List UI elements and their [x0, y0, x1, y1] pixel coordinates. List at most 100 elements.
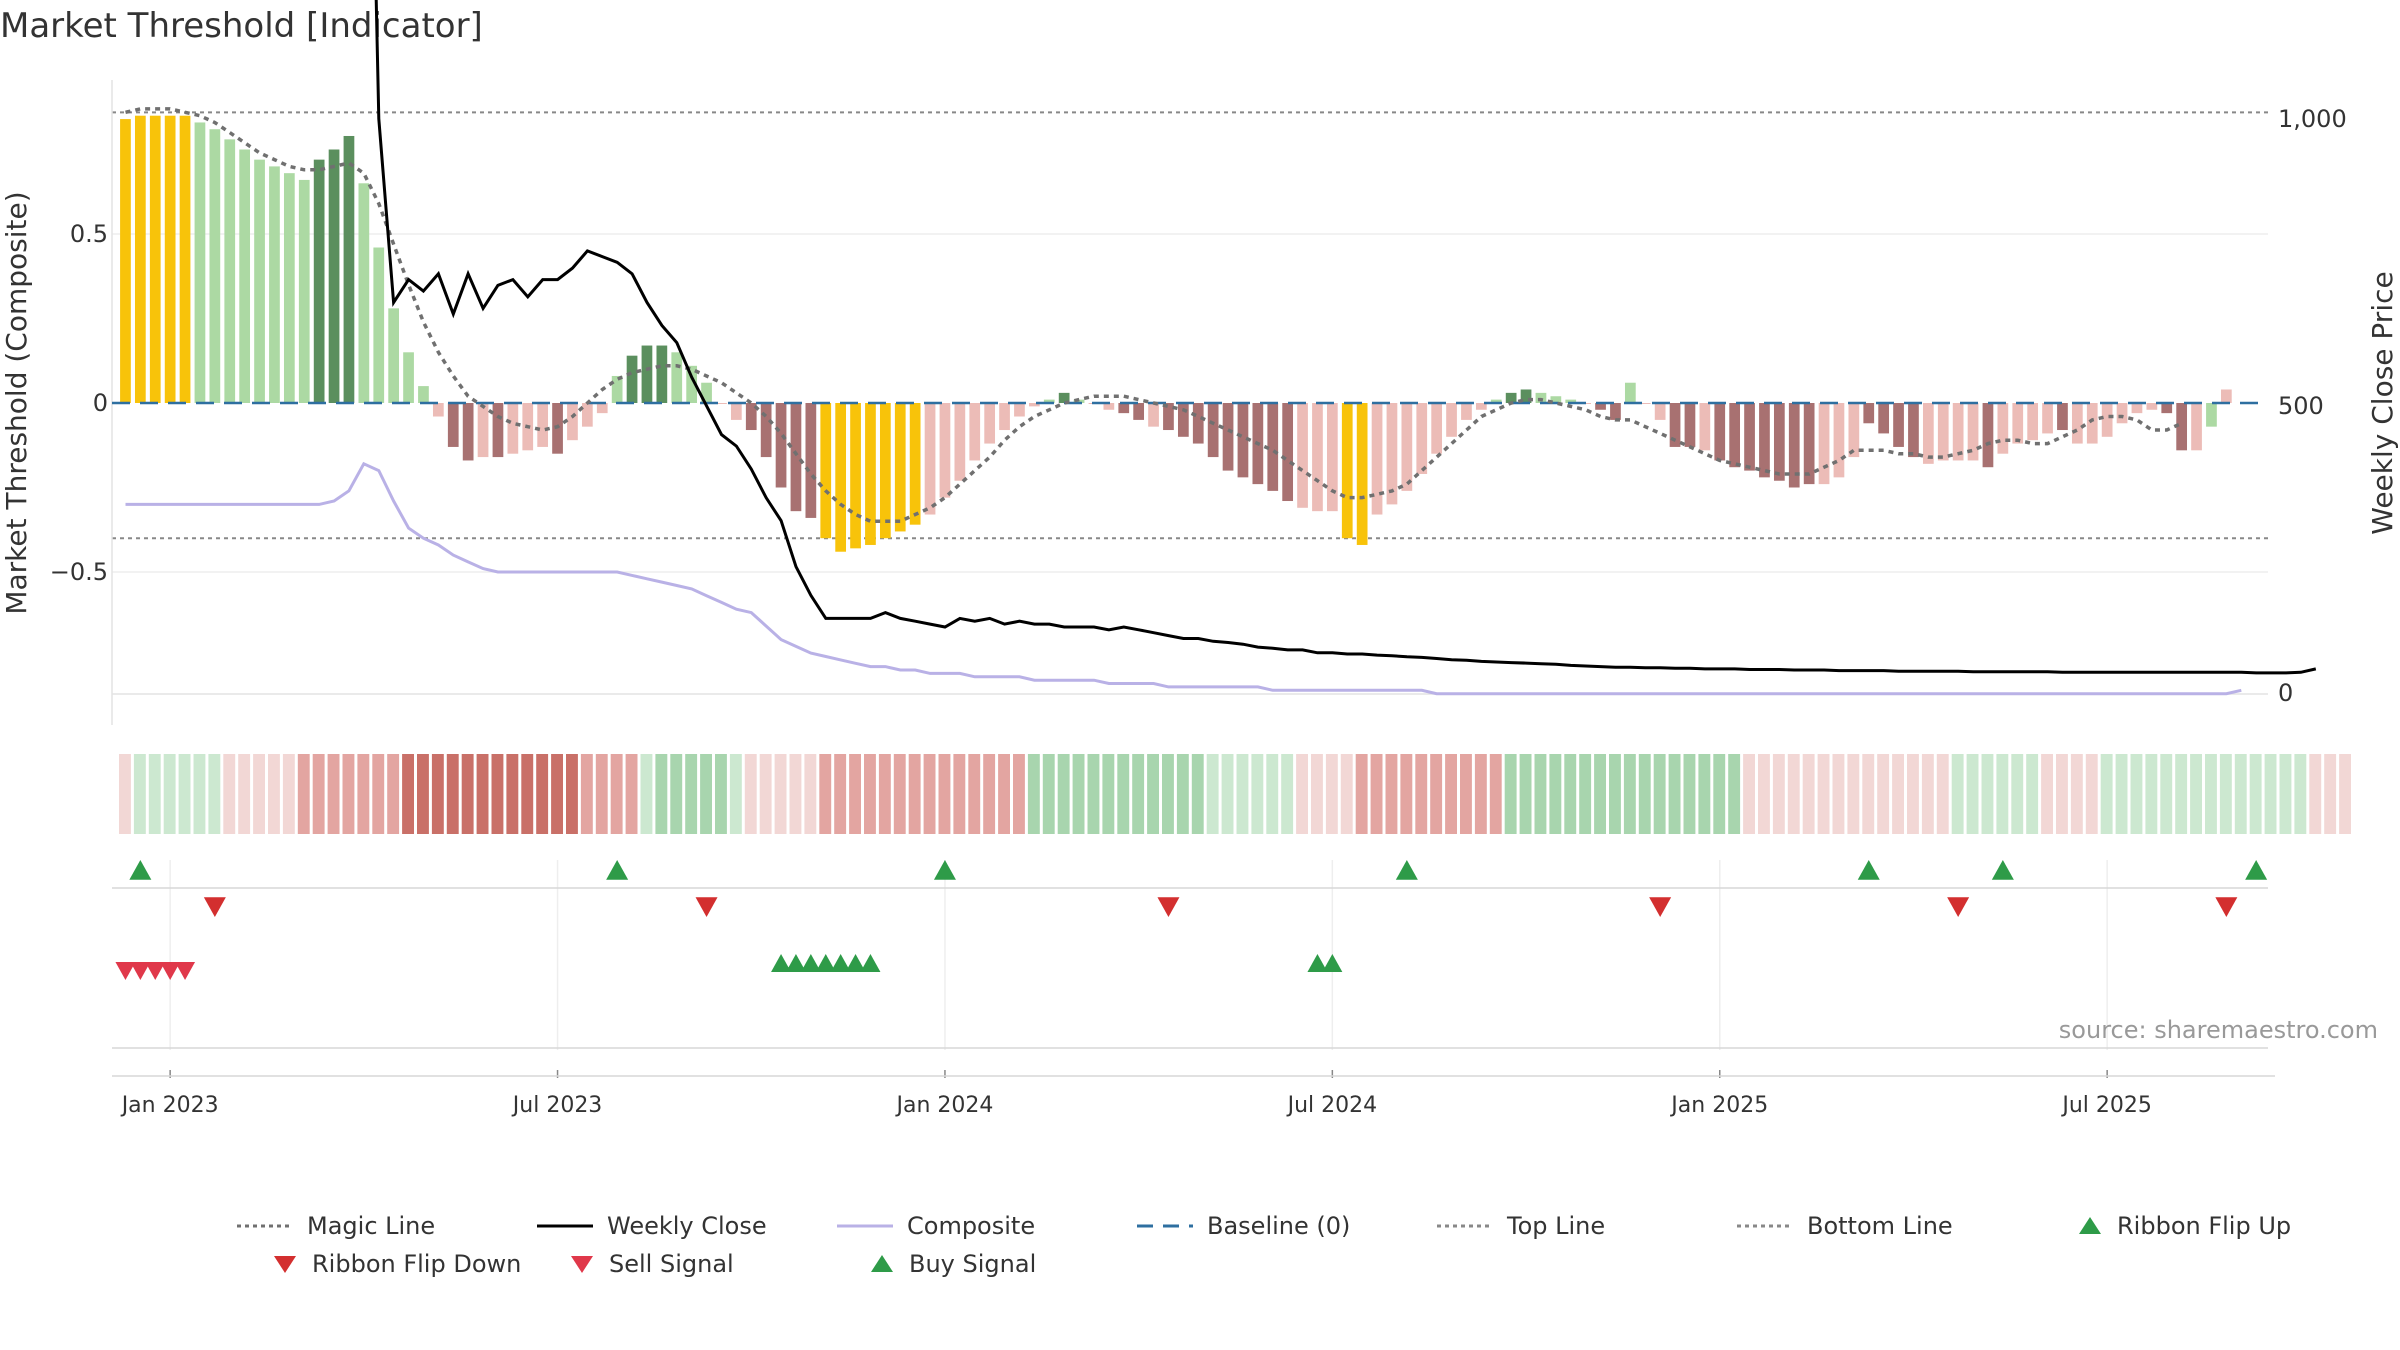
ribbon-cell	[1132, 754, 1145, 834]
composite-bar	[1863, 403, 1875, 424]
ribbon-cell	[357, 754, 370, 834]
ribbon-cell	[163, 754, 176, 834]
x-tick-label: Jul 2025	[2060, 1093, 2152, 1118]
composite-bar	[2071, 403, 2083, 444]
ribbon-cell	[2115, 754, 2128, 834]
ribbon-cell	[729, 754, 742, 834]
ribbon-cell	[923, 754, 936, 834]
composite-bar	[2086, 403, 2098, 444]
ribbon-cell	[893, 754, 906, 834]
composite-bar	[701, 382, 712, 403]
ribbon-cell	[1832, 754, 1845, 834]
ribbon-cell	[1787, 754, 1800, 834]
ribbon-cell	[2026, 754, 2039, 834]
composite-bar	[894, 403, 906, 532]
composite-bar	[462, 403, 474, 461]
ribbon-cell	[1728, 754, 1741, 834]
composite-bar	[909, 403, 921, 525]
composite-bar	[2206, 403, 2217, 427]
ribbon-cell	[312, 754, 325, 834]
composite-bar	[283, 173, 295, 403]
ribbon-cell	[119, 754, 131, 834]
composite-bar	[581, 403, 593, 427]
ribbon-cell	[1281, 754, 1294, 834]
composite-bar	[388, 308, 400, 403]
composite-bar	[1788, 403, 1800, 488]
composite-bar	[1133, 403, 1145, 420]
ribbon-cell	[804, 754, 817, 834]
ribbon-cell	[685, 754, 698, 834]
composite-bar	[954, 403, 966, 481]
ribbon-cell	[1415, 754, 1428, 834]
composite-bar	[2131, 403, 2143, 414]
ribbon-cell	[1206, 754, 1219, 834]
ribbon-cell	[1549, 754, 1562, 834]
ribbon-cell	[387, 754, 400, 834]
composite-bar	[745, 403, 757, 431]
ribbon-cell	[744, 754, 757, 834]
ribbon-cell	[1042, 754, 1055, 834]
ribbon-flip-down-marker	[1947, 897, 1970, 917]
x-tick-label: Jan 2025	[1669, 1093, 1768, 1118]
composite-bar	[1610, 403, 1621, 420]
composite-bar	[1043, 399, 1055, 403]
ribbon-cell	[998, 754, 1010, 834]
composite-bar	[1103, 403, 1115, 410]
ribbon-cell	[1013, 754, 1025, 834]
composite-bar	[2220, 389, 2232, 403]
composite-bar	[1356, 403, 1368, 545]
composite-bar	[1952, 403, 1964, 461]
legend-item: Sell Signal	[567, 1250, 734, 1278]
legend-item: Buy Signal	[867, 1250, 1036, 1278]
ribbon-cell	[1579, 754, 1592, 834]
ribbon-cell	[2249, 754, 2262, 834]
ribbon-cell	[566, 754, 578, 834]
legend-label: Baseline (0)	[1207, 1212, 1351, 1240]
composite-bar	[1714, 403, 1726, 461]
ribbon-cell	[640, 754, 653, 834]
x-tick-label: Jul 2024	[1286, 1093, 1378, 1118]
composite-bar	[2191, 403, 2202, 451]
composite-bar	[254, 159, 265, 403]
ribbon-cell	[1311, 754, 1323, 834]
legend-label: Top Line	[1507, 1212, 1606, 1240]
legend-label: Composite	[907, 1212, 1036, 1240]
composite-bar	[1341, 403, 1353, 539]
ribbon-cell	[1534, 754, 1547, 834]
composite-bar	[641, 345, 653, 403]
composite-bar	[209, 129, 221, 403]
y2-tick-label: 500	[2278, 392, 2324, 420]
composite-bar	[850, 403, 861, 549]
buy-signal-marker	[845, 954, 866, 972]
composite-bar	[1297, 403, 1308, 508]
y2-tick-label: 0	[2278, 679, 2293, 707]
ribbon-cell	[2175, 754, 2188, 834]
ribbon-cell	[2279, 754, 2292, 834]
ribbon-cell	[2070, 754, 2083, 834]
buy-signal-marker	[860, 954, 881, 972]
ribbon-cell	[1594, 754, 1606, 834]
composite-bar	[1744, 403, 1755, 471]
ribbon-cell	[372, 754, 385, 834]
y-tick-label: −0.5	[50, 558, 108, 586]
ribbon-cell	[1162, 754, 1174, 834]
ribbon-cell	[819, 754, 832, 834]
ribbon-cell	[1147, 754, 1159, 834]
ribbon-cell	[1460, 754, 1472, 834]
ribbon-cell	[1430, 754, 1443, 834]
ribbon-cell	[2085, 754, 2098, 834]
buy-signal-marker	[830, 954, 851, 972]
ribbon-cell	[2130, 754, 2143, 834]
composite-bar	[2116, 403, 2128, 424]
composite-bar	[820, 403, 832, 539]
composite-bar	[1893, 403, 1904, 447]
composite-bar	[507, 403, 519, 454]
ribbon-cell	[908, 754, 921, 834]
legend-label: Weekly Close	[607, 1212, 767, 1240]
composite-bar	[1490, 399, 1502, 403]
ribbon-cell	[595, 754, 608, 834]
ribbon-cell	[849, 754, 861, 834]
composite-bar	[626, 355, 638, 403]
composite-bar	[2027, 403, 2039, 441]
composite-bar	[1669, 403, 1681, 447]
